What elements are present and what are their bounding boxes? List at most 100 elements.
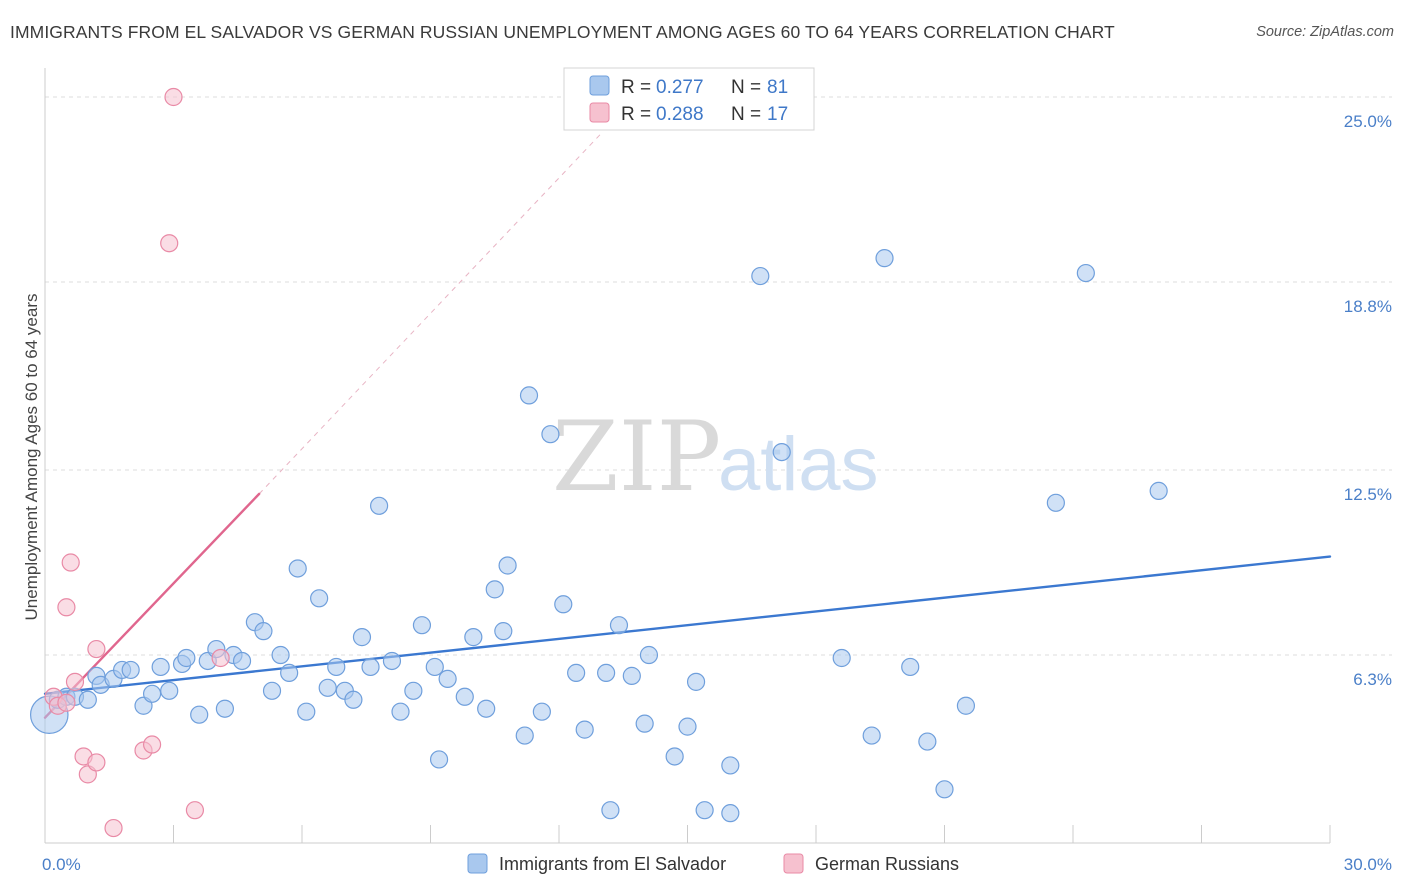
point-blue-50 (515, 726, 534, 745)
y-axis-title: Unemployment Among Ages 60 to 64 years (22, 294, 41, 621)
point-pink-3 (57, 598, 76, 617)
point-blue-69 (751, 266, 770, 286)
point-blue-48 (494, 622, 513, 641)
legend-r-value-pink: 0.288 (656, 104, 704, 125)
point-blue-67 (721, 756, 740, 775)
point-blue-54 (554, 595, 573, 614)
point-blue-73 (875, 249, 894, 268)
point-blue-35 (361, 657, 380, 677)
point-blue-74 (901, 657, 920, 677)
point-blue-21 (232, 651, 252, 671)
point-blue-53 (541, 425, 560, 444)
trend-extension-pink (258, 132, 603, 495)
legend-r-value-blue: 0.277 (656, 77, 704, 98)
series-legend-label-pink: German Russians (815, 854, 959, 874)
trend-line-blue (43, 555, 1332, 695)
point-blue-27 (288, 559, 307, 578)
point-blue-61 (635, 714, 654, 733)
point-blue-72 (862, 726, 881, 745)
point-blue-37 (382, 651, 402, 671)
point-blue-59 (609, 616, 629, 635)
stats-legend: R = 0.277 N = 81 R = 0.288 N = 17 (563, 67, 815, 131)
point-blue-71 (832, 648, 851, 668)
point-blue-63 (665, 747, 684, 766)
point-blue-70 (772, 442, 791, 462)
legend-n-value-blue: 81 (767, 77, 788, 98)
point-blue-4 (78, 690, 97, 709)
legend-n-label-pink: N = (731, 104, 761, 125)
point-blue-15 (177, 648, 196, 668)
series-legend-label-blue: Immigrants from El Salvador (499, 854, 726, 874)
point-blue-80 (1149, 481, 1168, 500)
point-blue-51 (519, 386, 539, 405)
point-blue-41 (425, 657, 444, 677)
point-blue-62 (639, 645, 659, 665)
point-blue-45 (464, 628, 483, 647)
point-blue-25 (271, 645, 290, 665)
point-blue-12 (151, 657, 170, 677)
legend-r-label-blue: R = (621, 77, 651, 98)
point-blue-42 (429, 750, 449, 769)
x-tick-label-0: 0.0% (42, 855, 81, 874)
watermark-zip-text: ZIP (552, 401, 721, 513)
point-blue-36 (370, 496, 389, 515)
point-blue-64 (678, 717, 697, 736)
grid-lines (45, 96, 1392, 656)
point-blue-43 (438, 669, 457, 688)
point-blue-46 (477, 699, 496, 718)
point-blue-33 (344, 690, 363, 709)
point-blue-39 (404, 681, 423, 700)
y-tick-label-3: 25.0% (1344, 112, 1392, 131)
series-legend: Immigrants from El Salvador German Russi… (467, 853, 959, 874)
point-blue-28 (297, 702, 316, 721)
point-pink-16 (211, 648, 230, 668)
point-blue-29 (310, 589, 329, 608)
legend-n-value-pink: 17 (767, 104, 788, 125)
legend-swatch-pink (589, 102, 610, 123)
point-pink-9 (87, 639, 106, 659)
point-blue-57 (597, 663, 616, 683)
point-blue-60 (622, 666, 641, 685)
point-blue-79 (1076, 263, 1095, 283)
watermark: ZIP atlas (552, 401, 879, 513)
point-blue-11 (142, 684, 162, 703)
point-blue-23 (254, 622, 273, 641)
point-pink-2 (57, 693, 76, 712)
point-blue-24 (262, 681, 282, 700)
data-points (29, 87, 1168, 838)
point-blue-76 (935, 780, 954, 799)
legend-r-label-pink: R = (621, 104, 651, 125)
point-blue-38 (391, 702, 410, 721)
point-blue-55 (567, 663, 586, 683)
y-tick-label-2: 18.8% (1344, 297, 1392, 316)
point-blue-44 (455, 687, 474, 706)
point-blue-58 (601, 801, 620, 820)
point-blue-40 (412, 616, 432, 635)
point-blue-31 (327, 657, 346, 677)
series-legend-swatch-blue (467, 853, 488, 874)
point-blue-68 (721, 804, 740, 823)
source-label: Source: ZipAtlas.com (1256, 24, 1394, 40)
point-pink-15 (185, 801, 205, 820)
chart-title: IMMIGRANTS FROM EL SALVADOR VS GERMAN RU… (10, 22, 1115, 42)
point-pink-12 (142, 735, 162, 754)
point-pink-4 (61, 553, 80, 572)
x-tick-label-1: 30.0% (1344, 855, 1392, 874)
point-blue-30 (318, 678, 337, 697)
point-blue-19 (215, 699, 234, 718)
point-blue-52 (532, 702, 551, 721)
point-pink-5 (65, 672, 85, 691)
point-pink-10 (104, 818, 123, 838)
y-tick-label-1: 12.5% (1344, 485, 1392, 504)
point-pink-14 (164, 87, 183, 107)
point-blue-75 (918, 732, 937, 751)
legend-swatch-blue (589, 75, 610, 96)
point-pink-8 (87, 753, 106, 772)
point-blue-77 (956, 696, 976, 715)
point-blue-13 (160, 681, 179, 700)
point-blue-47 (485, 580, 504, 599)
point-blue-65 (686, 672, 706, 691)
point-blue-9 (121, 660, 140, 680)
tick-labels: 6.3% 12.5% 18.8% 25.0% 0.0% 30.0% (42, 112, 1392, 874)
